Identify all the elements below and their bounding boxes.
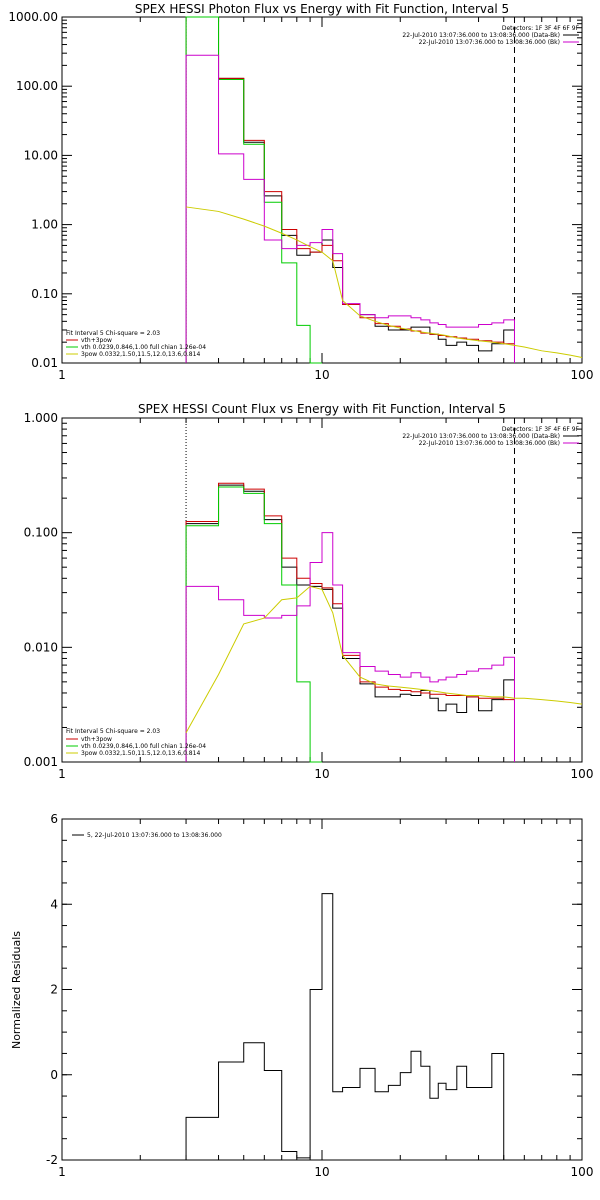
x-tick-label: 10 — [314, 1165, 329, 1179]
x-tick-label: 1 — [58, 1165, 66, 1179]
legend-vth: vth 0.0239,0.846,1.00 full chian 1.26e-0… — [81, 344, 206, 351]
y-tick-label: 0 — [50, 1068, 58, 1082]
y-tick-label: 0.010 — [24, 640, 58, 654]
reference-lines — [185, 17, 515, 363]
series-2-step-line — [185, 486, 322, 763]
x-tick-label: 100 — [571, 767, 594, 781]
legend-model: vth+3pow — [81, 337, 112, 344]
series-3-step-line — [185, 54, 515, 363]
y-tick-label: 0.001 — [24, 755, 58, 769]
series-2-step-line — [185, 16, 322, 364]
y-tick-label: 1000.00 — [8, 10, 58, 24]
header-line-1: Detectors: 1F 3F 4F 6F 9F — [502, 25, 580, 32]
header-line-3: 22-Jul-2010 13:07:36.000 to 13:08:36.000… — [419, 39, 560, 46]
reference-lines — [185, 418, 515, 762]
model-line — [185, 206, 583, 359]
y-tick-label: 0.01 — [31, 356, 58, 370]
series-3-step-line — [185, 532, 515, 762]
x-tick-label: 100 — [571, 368, 594, 382]
chart-title: SPEX HESSI Count Flux vs Energy with Fit… — [138, 402, 506, 416]
header-line-2: 22-Jul-2010 13:07:36.000 to 13:08:36.000… — [402, 433, 560, 440]
series-0-step-line — [185, 16, 515, 363]
header-line-2: 22-Jul-2010 13:07:36.000 to 13:08:36.000… — [402, 32, 560, 39]
axes: 1 10 100 1000.00 100.00 10.00 1.00 0.10 0.01 — [8, 10, 593, 382]
axes: 1 10 100 6 4 2 0 -2 — [46, 812, 593, 1179]
fit-annotation: Fit Interval 5 Chi-square = 2.03 — [66, 330, 160, 337]
fit-annotation: Fit Interval 5 Chi-square = 2.03 — [66, 728, 160, 735]
model-line — [185, 585, 583, 733]
plot-frame — [61, 16, 583, 364]
y-tick-label: -2 — [46, 1153, 58, 1167]
y-tick-label: 0.100 — [24, 526, 58, 540]
y-tick-label: 1.00 — [31, 218, 58, 232]
y-tick-label: 4 — [50, 897, 58, 911]
y-axis-label: Normalized Residuals — [10, 931, 23, 1049]
legend-3pow: 3pow 0.0332,1.50,11.5,12.0,13.6,0.814 — [81, 351, 200, 358]
panel-residuals: 1 10 100 6 4 2 0 -2 Normalized Residuals 5, 22-… — [10, 812, 593, 1179]
header-line-3: 22-Jul-2010 13:07:36.000 to 13:08:36.000… — [419, 440, 560, 447]
series-0-step-line — [185, 484, 515, 762]
y-tick-label: 10.00 — [24, 148, 58, 162]
data-series — [185, 482, 583, 763]
series-1-step-line — [185, 482, 515, 762]
series-1-step-line — [185, 16, 515, 363]
series-0-step-line — [185, 893, 515, 1161]
legend-3pow: 3pow 0.0332,1.50,11.5,12.0,13.6,0.814 — [81, 750, 200, 757]
y-tick-label: 100.00 — [16, 79, 58, 93]
legend-label: 5, 22-Jul-2010 13:07:36.000 to 13:08:36.… — [87, 832, 222, 839]
legend-model: vth+3pow — [81, 736, 112, 743]
chart-title: SPEX HESSI Photon Flux vs Energy with Fi… — [135, 2, 509, 16]
x-tick-label: 1 — [58, 767, 66, 781]
x-tick-label: 10 — [314, 368, 329, 382]
legend-vth: vth 0.0239,0.846,1.00 full chian 1.26e-0… — [81, 743, 206, 750]
data-series — [185, 16, 583, 364]
x-tick-label: 10 — [314, 767, 329, 781]
y-tick-label: 2 — [50, 983, 58, 997]
panel-photon-flux: SPEX HESSI Photon Flux vs Energy with Fi… — [8, 2, 593, 382]
axes: 1 10 100 1.000 0.100 0.010 0.001 — [24, 411, 594, 781]
y-tick-label: 6 — [50, 812, 58, 826]
x-tick-label: 1 — [58, 368, 66, 382]
y-tick-label: 1.000 — [24, 411, 58, 425]
panel-count-flux: SPEX HESSI Count Flux vs Energy with Fit… — [24, 402, 594, 781]
x-tick-label: 100 — [571, 1165, 594, 1179]
y-tick-label: 0.10 — [31, 287, 58, 301]
header-line-1: Detectors: 1F 3F 4F 6F 9F — [502, 426, 580, 433]
data-series — [185, 893, 515, 1161]
